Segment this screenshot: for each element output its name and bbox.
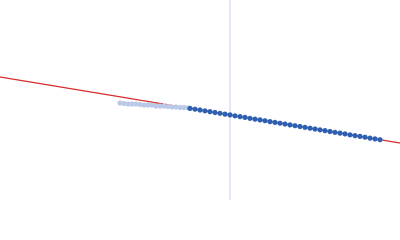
data-point bbox=[367, 135, 373, 141]
data-point bbox=[157, 103, 163, 109]
data-point bbox=[232, 113, 238, 119]
data-point bbox=[145, 102, 151, 108]
data-point bbox=[327, 128, 333, 135]
data-point bbox=[302, 124, 308, 130]
data-point bbox=[177, 104, 183, 111]
data-point bbox=[317, 127, 323, 133]
data-point bbox=[252, 116, 258, 122]
data-point bbox=[277, 120, 283, 126]
page: {"chart_data": { "type": "scatter", "xli… bbox=[0, 0, 400, 200]
data-point bbox=[181, 104, 187, 111]
data-point bbox=[121, 100, 127, 107]
data-point bbox=[352, 133, 358, 139]
data-point bbox=[129, 101, 135, 107]
data-point bbox=[362, 134, 368, 140]
data-point bbox=[197, 107, 203, 113]
data-point bbox=[247, 115, 253, 121]
data-point bbox=[372, 136, 378, 142]
data-point bbox=[342, 131, 348, 137]
data-point bbox=[257, 117, 263, 123]
data-point bbox=[347, 132, 353, 138]
data-point bbox=[307, 125, 313, 131]
data-point bbox=[282, 121, 288, 127]
data-point bbox=[297, 123, 303, 130]
data-point bbox=[212, 109, 218, 116]
data-point bbox=[141, 102, 147, 108]
data-point bbox=[242, 114, 248, 120]
data-point bbox=[161, 103, 167, 109]
data-point bbox=[202, 108, 208, 114]
data-point bbox=[137, 101, 143, 108]
data-point bbox=[133, 101, 139, 107]
data-point bbox=[267, 119, 273, 125]
data-point bbox=[149, 102, 155, 108]
chart bbox=[0, 0, 400, 200]
data-point bbox=[227, 112, 233, 118]
data-point bbox=[357, 133, 363, 139]
data-point bbox=[292, 123, 298, 129]
data-point bbox=[125, 101, 131, 107]
data-point bbox=[117, 100, 123, 106]
data-point bbox=[207, 109, 213, 115]
data-point bbox=[262, 118, 268, 124]
data-point bbox=[173, 104, 179, 110]
data-point bbox=[337, 130, 343, 136]
data-point bbox=[187, 105, 193, 111]
data-point bbox=[322, 128, 328, 134]
data-point bbox=[272, 119, 278, 125]
data-point bbox=[222, 111, 228, 117]
data-point bbox=[287, 122, 293, 128]
data-point bbox=[332, 129, 338, 135]
data-point bbox=[153, 103, 159, 109]
data-point bbox=[165, 103, 171, 110]
data-point bbox=[237, 114, 243, 120]
data-point bbox=[192, 106, 198, 112]
data-point bbox=[169, 104, 175, 110]
data-point bbox=[312, 126, 318, 132]
data-point bbox=[217, 110, 223, 116]
data-point bbox=[377, 137, 383, 143]
